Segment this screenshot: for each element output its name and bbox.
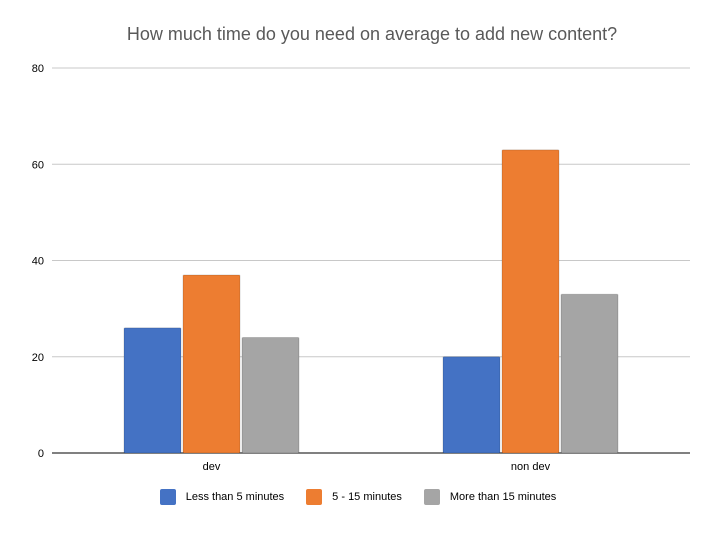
x-tick-label: non dev <box>511 461 551 473</box>
y-tick-label: 60 <box>32 159 44 171</box>
chart-title: How much time do you need on average to … <box>127 24 617 44</box>
legend-swatch <box>306 489 323 505</box>
legend-label: 5 - 15 minutes <box>332 491 402 503</box>
y-tick-label: 40 <box>32 256 44 268</box>
legend-item: 5 - 15 minutes <box>306 489 402 505</box>
legend-swatch <box>159 489 176 505</box>
legend-swatch <box>423 489 440 505</box>
bar-non-dev-0 <box>442 356 501 454</box>
legend-item: Less than 5 minutes <box>159 489 285 505</box>
legend-label: More than 15 minutes <box>449 491 557 503</box>
bar-dev-1 <box>182 274 241 454</box>
bar-non-dev-1 <box>501 149 560 454</box>
legend-label: Less than 5 minutes <box>185 491 285 503</box>
legend: Less than 5 minutes 5 - 15 minutes More th… <box>0 489 716 505</box>
y-tick-label: 20 <box>32 352 44 364</box>
bar-non-dev-2 <box>560 293 619 454</box>
legend-item: More than 15 minutes <box>423 489 557 505</box>
x-tick-label: dev <box>203 461 221 473</box>
bar-dev-0 <box>123 327 182 454</box>
y-tick-label: 80 <box>32 63 44 75</box>
y-tick-label: 0 <box>38 448 44 460</box>
bar-dev-2 <box>241 337 300 454</box>
